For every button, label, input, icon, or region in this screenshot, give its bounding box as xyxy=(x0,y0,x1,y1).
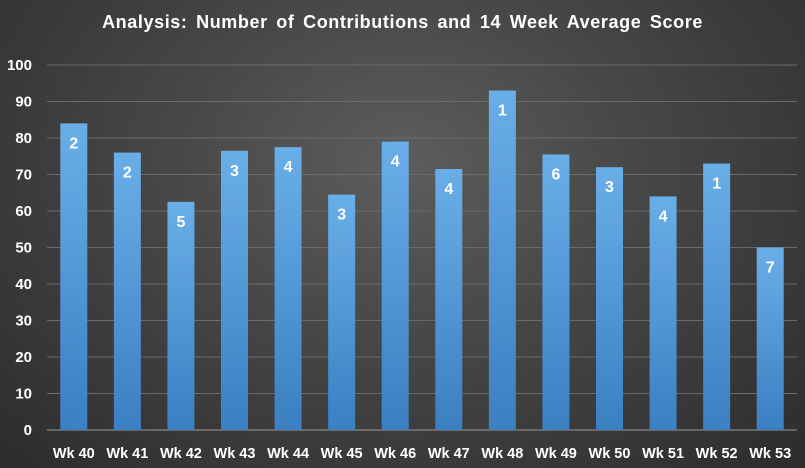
bar xyxy=(542,154,570,431)
data-label: 4 xyxy=(444,181,453,198)
y-tick-label: 10 xyxy=(15,386,32,403)
x-category-label: Wk 45 xyxy=(321,446,363,462)
bar xyxy=(488,90,516,431)
bar xyxy=(381,141,409,430)
x-category-label: Wk 46 xyxy=(374,446,416,462)
bar xyxy=(435,169,463,430)
data-label: 3 xyxy=(230,163,239,180)
y-tick-label: 50 xyxy=(15,240,32,257)
x-category-label: Wk 48 xyxy=(481,446,523,462)
gridlines xyxy=(47,64,797,431)
data-label: 1 xyxy=(712,176,721,193)
data-label: 2 xyxy=(123,165,132,182)
bar xyxy=(113,152,141,430)
y-tick-label: 80 xyxy=(15,130,32,147)
x-category-label: Wk 44 xyxy=(267,446,309,462)
data-label: 1 xyxy=(498,103,507,120)
bar xyxy=(703,163,731,431)
data-label: 4 xyxy=(391,154,400,171)
bar xyxy=(328,194,356,430)
data-label: 6 xyxy=(551,166,560,183)
bar xyxy=(167,201,195,430)
x-category-label: Wk 50 xyxy=(589,446,631,462)
bar xyxy=(274,147,302,430)
y-tick-label: 100 xyxy=(7,57,32,74)
y-tick-label: 70 xyxy=(15,167,32,184)
data-label: 7 xyxy=(766,260,775,277)
bar xyxy=(60,123,88,431)
y-axis-ticks: 0 10 20 30 40 50 60 70 80 90 100 xyxy=(7,57,32,439)
x-axis-categories: Wk 40 Wk 41 Wk 42 Wk 43 Wk 44 Wk 45 Wk 46 Wk 47… xyxy=(53,446,791,462)
data-label: 3 xyxy=(605,179,614,196)
y-tick-label: 20 xyxy=(15,349,32,366)
data-label: 3 xyxy=(337,207,346,224)
y-tick-label: 40 xyxy=(15,276,32,293)
data-label: 2 xyxy=(69,135,78,152)
x-category-label: Wk 41 xyxy=(106,446,148,462)
x-category-label: Wk 52 xyxy=(696,446,738,462)
y-tick-label: 60 xyxy=(15,203,32,220)
x-category-label: Wk 53 xyxy=(749,446,791,462)
x-category-label: Wk 49 xyxy=(535,446,577,462)
x-category-label: Wk 42 xyxy=(160,446,202,462)
chart-title: Analysis: Number of Contributions and 14… xyxy=(102,12,703,32)
bar xyxy=(221,150,248,430)
bars xyxy=(60,90,784,431)
y-tick-label: 0 xyxy=(24,422,32,439)
y-tick-label: 30 xyxy=(15,313,32,330)
x-category-label: Wk 47 xyxy=(428,446,470,462)
data-labels: 2 2 5 3 4 3 4 4 1 6 3 4 1 7 xyxy=(69,103,774,277)
x-category-label: Wk 43 xyxy=(214,446,256,462)
data-label: 5 xyxy=(176,214,185,231)
y-tick-label: 90 xyxy=(15,94,32,111)
bar xyxy=(649,196,677,430)
data-label: 4 xyxy=(284,159,293,176)
data-label: 4 xyxy=(659,208,668,225)
x-category-label: Wk 40 xyxy=(53,446,95,462)
bar xyxy=(756,247,784,430)
bar xyxy=(596,167,623,430)
x-category-label: Wk 51 xyxy=(642,446,684,462)
